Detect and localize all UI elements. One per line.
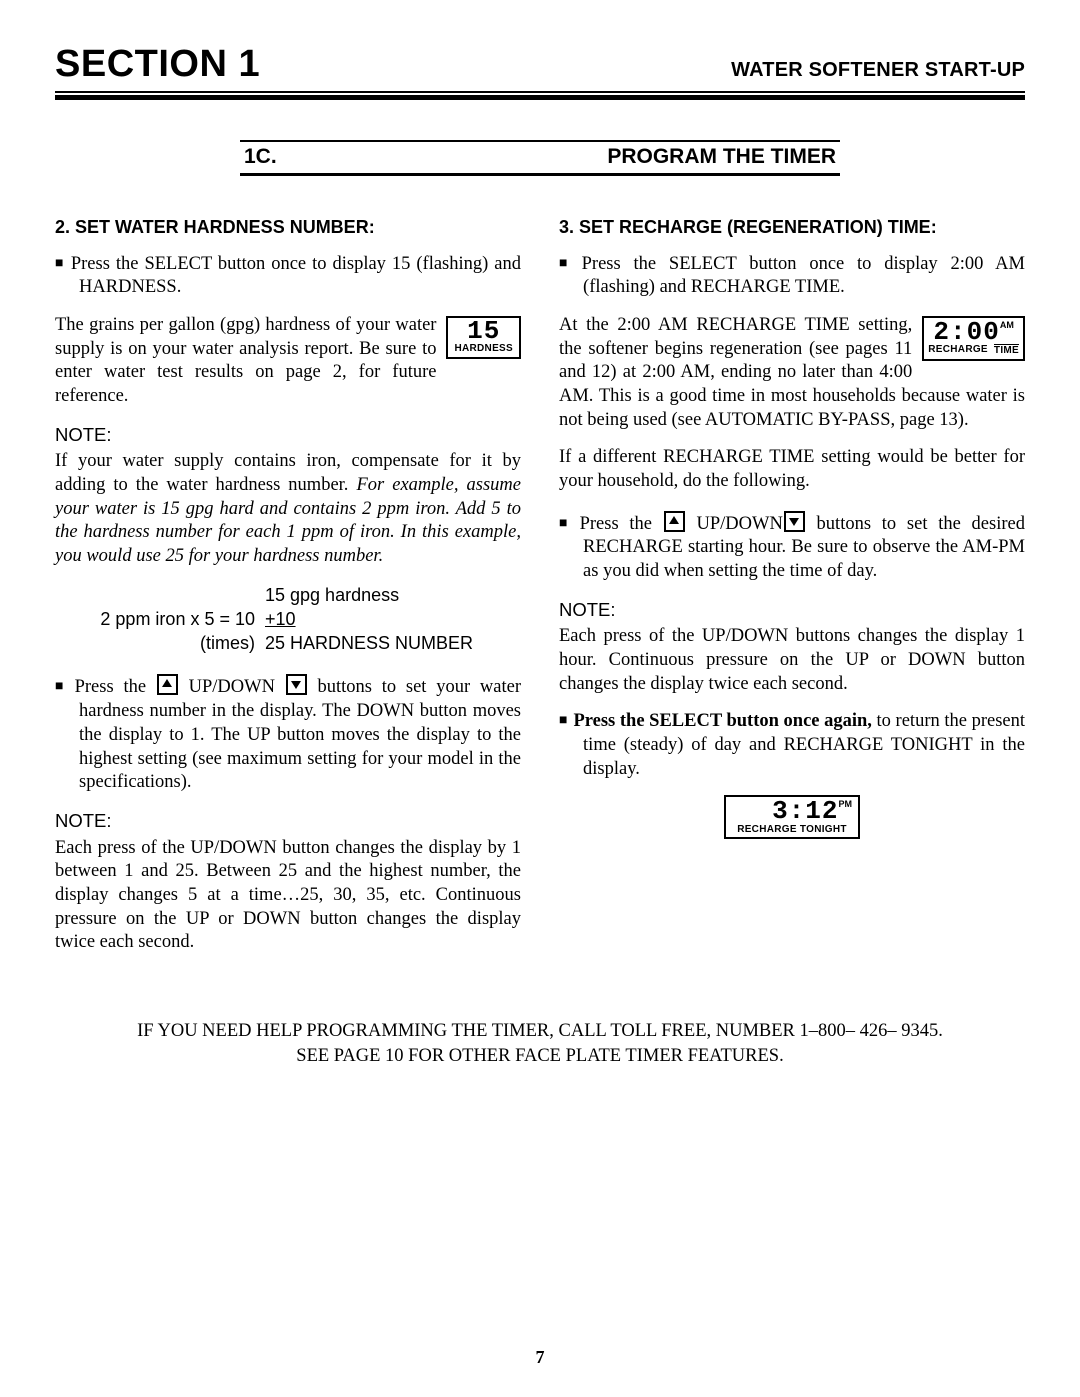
note-label: NOTE:	[55, 423, 521, 447]
recharge-time-display: 2:00AM RECHARGE TIME	[922, 316, 1025, 361]
step-3-instruction-2: ■Press the UP/DOWN buttons to set the de…	[559, 508, 1025, 584]
step-2-instruction-1: ■Press the SELECT button once to display…	[55, 253, 521, 300]
step-3-instruction-1: ■Press the SELECT button once to display…	[559, 253, 1025, 300]
subsection-header: 1C. PROGRAM THE TIMER	[240, 140, 840, 176]
subsection-title: PROGRAM THE TIMER	[607, 144, 836, 171]
hardness-value: 15	[454, 320, 513, 343]
up-icon	[664, 511, 685, 532]
note-label: NOTE:	[559, 598, 1025, 622]
page-number: 7	[0, 1346, 1080, 1369]
left-column: 2. SET WATER HARDNESS NUMBER: ■Press the…	[55, 216, 521, 969]
hardness-label: HARDNESS	[454, 343, 513, 356]
section-title: SECTION 1	[55, 40, 260, 89]
footer-help-text: IF YOU NEED HELP PROGRAMMING THE TIMER, …	[55, 1019, 1025, 1069]
down-icon	[784, 511, 805, 532]
hardness-calculation: 15 gpg hardness 2 ppm iron x 5 = 10+10 (…	[55, 583, 521, 656]
header-subtitle: WATER SOFTENER START-UP	[731, 58, 1025, 84]
note-1-body: If your water supply contains iron, comp…	[55, 450, 521, 568]
step-3-instruction-3: ■Press the SELECT button once again, to …	[559, 710, 1025, 781]
header-rule	[55, 95, 1025, 100]
up-icon	[157, 674, 178, 695]
step-2-instruction-2: ■Press the UP/DOWN buttons to set your w…	[55, 671, 521, 794]
recharge-time-value: 2:00	[933, 317, 999, 347]
page-header: SECTION 1 WATER SOFTENER START-UP	[55, 40, 1025, 93]
note-3-body: Each press of the UP/DOWN buttons change…	[559, 625, 1025, 696]
content-columns: 2. SET WATER HARDNESS NUMBER: ■Press the…	[55, 216, 1025, 969]
bullet-icon: ■	[55, 679, 69, 694]
note-2-body: Each press of the UP/DOWN button changes…	[55, 837, 521, 955]
step-3-body-2: If a different RECHARGE TIME setting wou…	[559, 446, 1025, 493]
hardness-display: 15 HARDNESS	[446, 316, 521, 359]
recharge-tonight-display: 3:12PM RECHARGE TONIGHT	[724, 795, 860, 839]
step-2-heading: 2. SET WATER HARDNESS NUMBER:	[55, 216, 521, 239]
bullet-icon: ■	[55, 256, 65, 271]
bullet-icon: ■	[559, 516, 574, 531]
note-label: NOTE:	[55, 809, 521, 833]
right-column: 3. SET RECHARGE (REGENERATION) TIME: ■Pr…	[559, 216, 1025, 969]
subsection-number: 1C.	[244, 144, 277, 171]
step-3-heading: 3. SET RECHARGE (REGENERATION) TIME:	[559, 216, 1025, 239]
down-icon	[286, 674, 307, 695]
bullet-icon: ■	[559, 713, 567, 728]
bullet-icon: ■	[559, 256, 576, 271]
